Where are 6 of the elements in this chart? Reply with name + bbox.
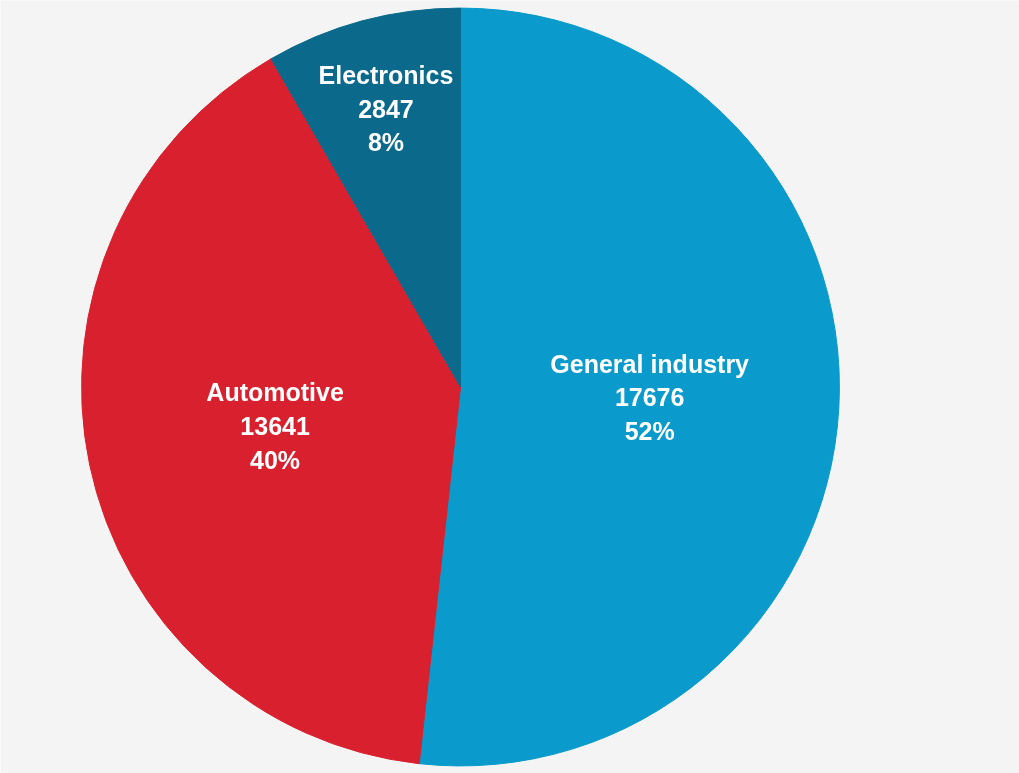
slice-label: Electronics xyxy=(318,61,454,90)
data-label: 17676 52% xyxy=(614,383,685,445)
data-label: 2847 8% xyxy=(358,94,414,157)
data-label: 13641 40% xyxy=(240,411,310,474)
slice-label: General industry xyxy=(550,349,750,378)
slice-label: Automotive xyxy=(206,378,344,407)
